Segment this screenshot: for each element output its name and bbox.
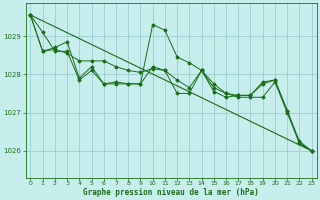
X-axis label: Graphe pression niveau de la mer (hPa): Graphe pression niveau de la mer (hPa) — [83, 188, 259, 197]
